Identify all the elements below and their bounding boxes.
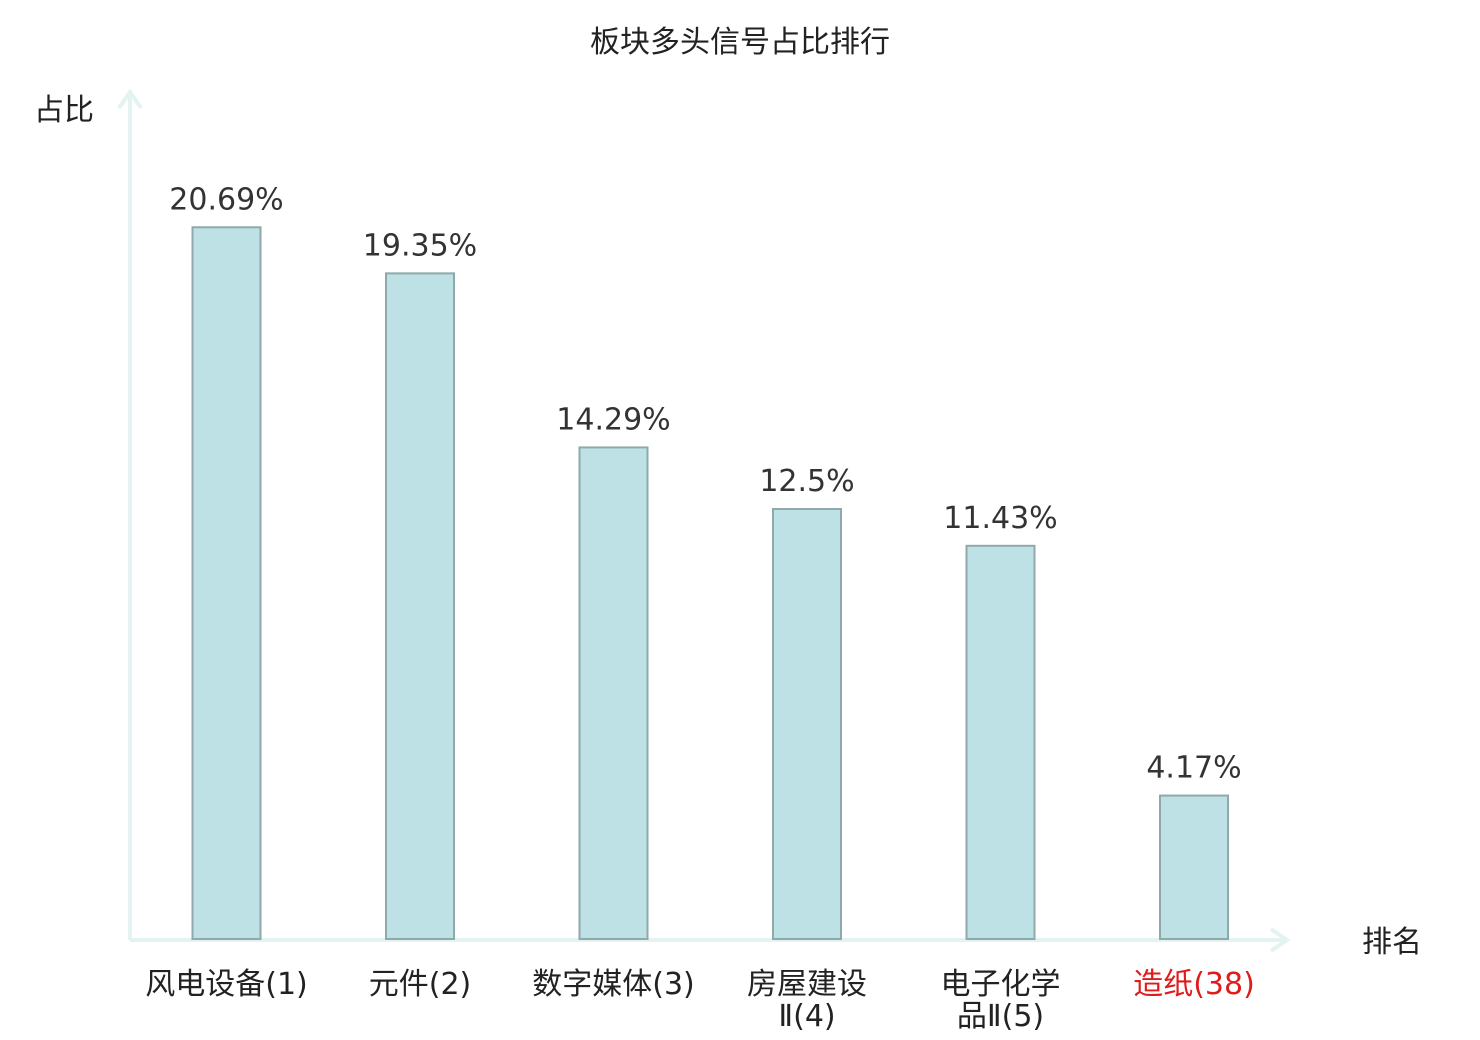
category-label: 元件(2) [369, 967, 472, 1002]
value-labels: 20.69% 19.35% 14.29% 12.5% 11.43% 4.17% [169, 182, 1241, 785]
y-axis-label: 占比 [34, 93, 94, 128]
bar-value-label: 14.29% [556, 402, 670, 437]
bar-value-label: 12.5% [759, 464, 854, 499]
category-labels: 风电设备(1) 元件(2) 数字媒体(3) 房屋建设 Ⅱ(4) 电子化学品Ⅱ(5) 造纸(3… [145, 967, 1255, 1034]
category-label: 房屋建设 Ⅱ(4) [747, 967, 867, 1034]
bar [385, 272, 455, 940]
bar [1159, 794, 1229, 940]
category-label: 造纸(38) [1133, 967, 1255, 1002]
bar-value-label: 11.43% [943, 501, 1057, 536]
bar [191, 226, 262, 941]
bar [965, 544, 1036, 940]
bar-value-label: 4.17% [1146, 751, 1241, 786]
bar-value-label: 19.35% [363, 228, 477, 263]
bar-series [191, 226, 1229, 941]
x-axis-label: 排名 [1362, 925, 1422, 960]
category-label: 电子化学品Ⅱ(5) [941, 967, 1061, 1034]
bar [578, 446, 649, 940]
category-label: 风电设备(1) [145, 967, 308, 1002]
chart-title: 板块多头信号占比排行 [590, 25, 890, 60]
category-label: 数字媒体(3) [532, 967, 695, 1002]
bar [772, 508, 842, 940]
bar-value-label: 20.69% [169, 182, 283, 217]
x-axis [130, 927, 1291, 953]
y-axis [117, 88, 143, 940]
